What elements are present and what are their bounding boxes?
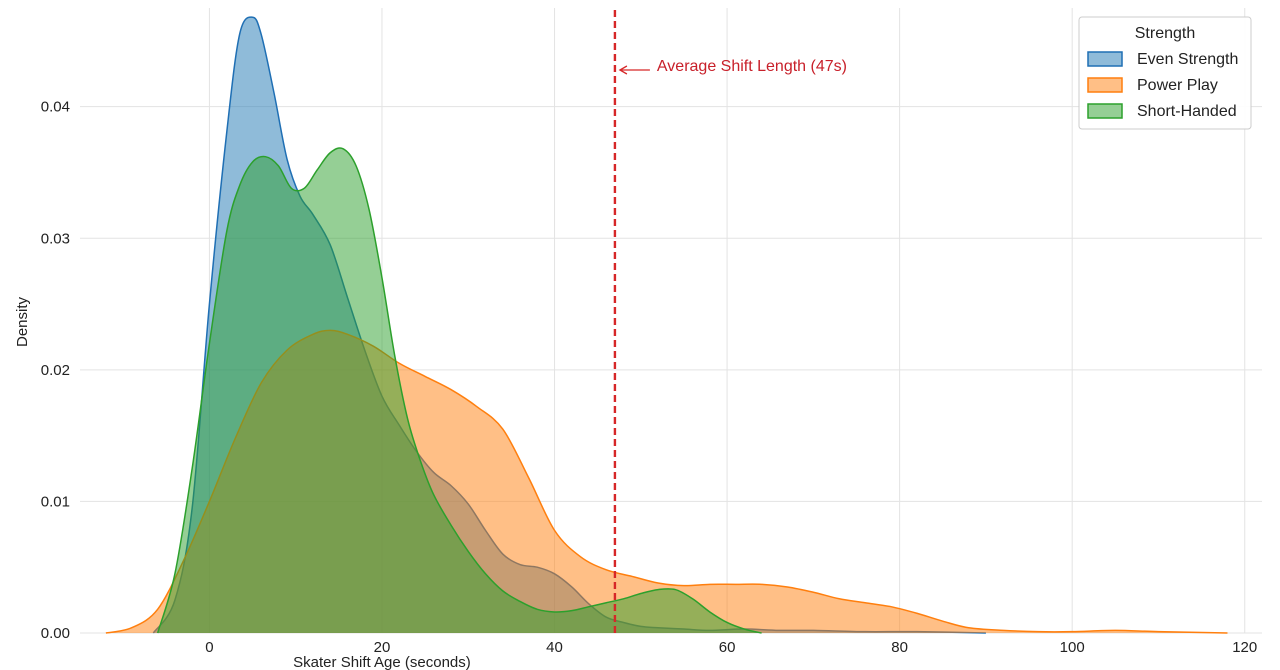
annotation-arrow-head xyxy=(618,65,628,75)
legend-swatch-even-strength xyxy=(1087,51,1123,67)
average-annotation: Average Shift Length (47s) xyxy=(613,10,847,633)
x-tick-label: 80 xyxy=(891,639,908,656)
legend-swatch-short-handed xyxy=(1087,103,1123,119)
y-axis-label: Density xyxy=(14,296,31,347)
y-tick-label: 0.03 xyxy=(41,230,70,247)
x-axis-ticks: 0 20 40 60 80 100 120 xyxy=(205,639,1257,656)
y-tick-label: 0.02 xyxy=(41,362,70,379)
legend-swatch-power-play xyxy=(1087,77,1123,93)
average-shift-label: Average Shift Length (47s) xyxy=(657,58,847,75)
y-tick-label: 0.00 xyxy=(41,625,70,642)
short-handed-density-area xyxy=(157,147,762,633)
legend-label-short-handed: Short-Handed xyxy=(1137,103,1237,120)
x-tick-label: 60 xyxy=(719,639,736,656)
legend-label-power-play: Power Play xyxy=(1137,77,1218,94)
legend-box xyxy=(1078,16,1252,130)
x-tick-label: 20 xyxy=(374,639,391,656)
x-axis-label: Skater Shift Age (seconds) xyxy=(293,654,471,670)
y-tick-label: 0.04 xyxy=(41,99,70,116)
y-tick-label: 0.01 xyxy=(41,493,70,510)
legend-title: Strength xyxy=(1135,25,1195,42)
x-tick-label: 100 xyxy=(1060,639,1085,656)
y-axis-ticks: 0.00 0.01 0.02 0.03 0.04 xyxy=(41,99,70,642)
legend-items: Even Strength Power Play Short-Handed xyxy=(1087,51,1238,120)
x-tick-label: 40 xyxy=(546,639,563,656)
legend: Strength Even Strength Power Play Short-Ha… xyxy=(1078,16,1252,130)
x-tick-label: 0 xyxy=(205,639,213,656)
short-handed-density-line xyxy=(156,147,762,634)
density-areas xyxy=(105,16,1228,634)
legend-label-even-strength: Even Strength xyxy=(1137,51,1238,68)
x-tick-label: 120 xyxy=(1232,639,1257,656)
